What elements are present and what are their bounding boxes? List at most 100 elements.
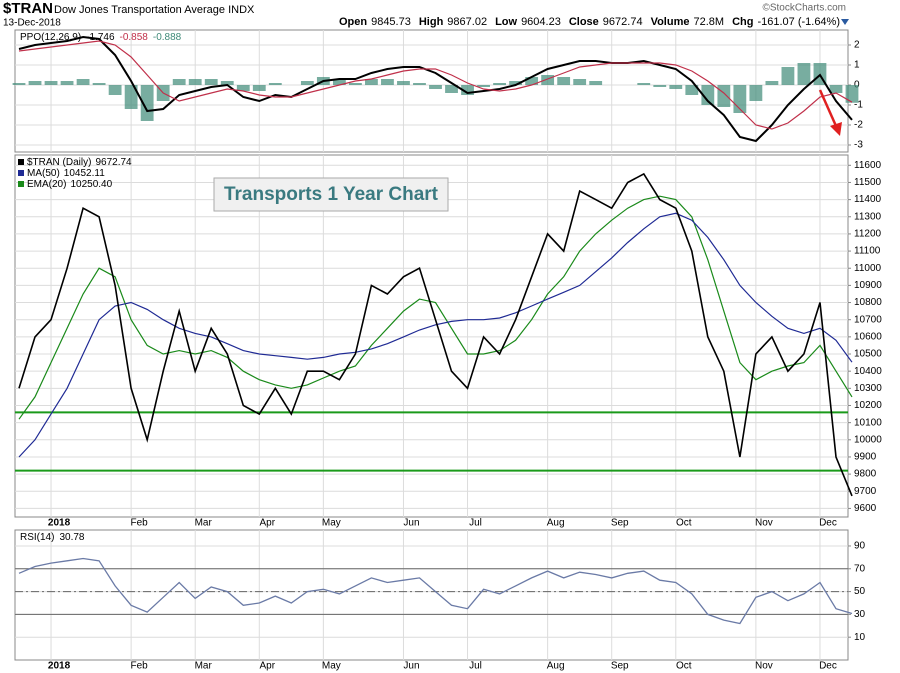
x-tick-label: Apr [260,518,276,529]
histogram-bar [413,83,426,85]
x-tick-label: Apr [260,661,276,672]
legend-swatch [18,159,24,165]
y-tick-label: 9800 [854,469,877,480]
legend-name: MA(50) [27,168,60,179]
panel: 2018 Feb Mar Apr May Jun Jul Aug Sep Oct Nov Dec 90 7… [14,529,866,672]
histogram-bar [557,77,571,85]
panel-frame [14,529,849,661]
histogram-bar [717,85,731,107]
x-tick-label: Jul [469,518,482,529]
arrow-shaft [818,89,838,127]
quote-label: Open [339,16,367,28]
x-tick-label: Sep [611,661,629,672]
rsi-line [18,557,853,625]
histogram-bar [236,85,250,91]
y-tick-label: 9600 [854,503,877,514]
legend-value: -0.858 [120,32,149,43]
credit: ©StockCharts.com [762,3,846,14]
x-tick-label: Mar [195,661,213,672]
histogram-bar [461,85,474,95]
legend-title: PPO(12,26,9) [20,32,81,43]
x-tick-label: Oct [676,518,692,529]
quote-label: High [419,16,444,28]
x-tick-label: Aug [547,661,565,672]
average-line [18,212,853,458]
legend: MA(50) 10452.11 [27,168,105,179]
histogram-bar [525,77,539,85]
y-tick-label: -2 [854,120,863,131]
histogram-bar [653,85,667,87]
x-tick-label: Feb [131,518,149,529]
histogram-bar [765,81,779,85]
histogram-bar [797,63,811,85]
x-tick-label: May [322,518,341,529]
y-tick-label: 10000 [854,434,882,445]
legend: EMA(20) 10250.40 [27,179,113,190]
dropdown-icon[interactable] [841,19,849,25]
x-tick-label: Jun [403,518,419,529]
histogram-bar [300,81,314,85]
histogram-bar [220,81,234,85]
legend-swatch [18,181,24,187]
ppo-line [18,40,853,130]
y-tick-label: 10 [854,632,866,643]
quote-value: 72.8M [693,16,724,28]
y-tick-label: 11600 [854,160,882,171]
y-tick-label: 2 [854,40,860,51]
histogram-bar [140,85,154,121]
histogram-bar [493,83,506,85]
y-tick-label: 10200 [854,400,882,411]
legend-value: -1.746 [86,32,115,43]
y-tick-label: 9900 [854,452,877,463]
panel: 2018 Feb Mar Apr May Jun Jul Aug Sep Oct Nov Dec 960… [14,154,882,529]
legend-value: 10452.11 [64,168,105,179]
histogram-bar [332,79,346,85]
legend-value: 9672.74 [95,157,132,168]
y-tick-label: 70 [854,563,866,574]
histogram-bar [124,85,138,109]
quote-value: 9604.23 [521,16,561,28]
y-tick-label: 10700 [854,314,882,325]
legend: $TRAN (Daily) 9672.74 [27,157,132,168]
histogram-bar [28,81,42,85]
histogram-bar [477,85,490,87]
x-tick-label: Mar [195,518,213,529]
x-tick-label: Aug [547,518,565,529]
y-tick-label: 11500 [854,177,882,188]
y-tick-label: 1 [854,60,860,71]
y-tick-label: 10600 [854,331,882,342]
y-tick-label: 10500 [854,349,882,360]
y-tick-label: 10800 [854,297,882,308]
y-tick-label: 11400 [854,194,882,205]
histogram-bar [348,83,362,85]
quote-label: Chg [732,16,753,28]
histogram-bar [845,85,859,103]
annotation-box [213,177,449,212]
histogram-bar [445,85,458,93]
y-tick-label: -1 [854,100,863,111]
x-tick-label: Jun [403,661,419,672]
y-tick-label: 50 [854,586,866,597]
annotation: Transports 1 Year Chart [224,184,439,205]
histogram-bar [204,79,218,85]
legend-title: RSI(14) [20,532,54,543]
quote-label: Close [569,16,599,28]
y-tick-label: 11300 [854,211,882,222]
histogram-bar [637,83,651,85]
legend: PPO(12,26,9) -1.746 -0.858 -0.888 [20,32,182,43]
x-tick-label: Jul [469,661,482,672]
y-tick-label: 11000 [854,263,882,274]
quote-value: -161.07 (-1.64%) [757,16,840,28]
y-tick-label: -3 [854,140,863,151]
histogram-bar [669,85,683,89]
price-line [18,172,853,497]
histogram-bar [781,67,795,85]
legend-swatch [18,170,24,176]
histogram-bar [172,79,186,85]
histogram-bar [268,83,282,85]
y-tick-label: 10300 [854,383,882,394]
ppo-line [18,35,853,143]
quote: Open 9845.73 High 9867.02 Low 9604.23 Close 967… [339,16,840,28]
